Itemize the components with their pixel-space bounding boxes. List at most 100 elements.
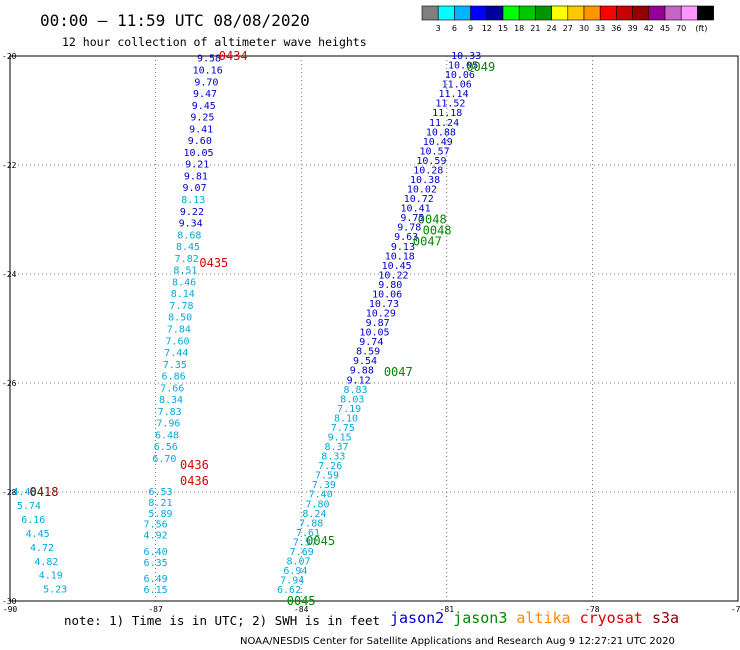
jason3-time-label: 0048: [423, 223, 452, 237]
colorbar-label: 39: [628, 24, 638, 33]
cryosat-value: 6.70: [152, 454, 176, 465]
chart-title: 00:00 — 11:59 UTC 08/08/2020: [40, 11, 310, 30]
x-tick-label: -75: [731, 605, 740, 614]
colorbar-swatch: [454, 5, 471, 21]
colorbar-swatch: [502, 5, 520, 21]
s3a-value: 4.19: [39, 571, 63, 582]
cryosat-value: 9.70: [194, 77, 218, 88]
cryosat-value: 9.07: [183, 183, 207, 194]
cryosat-value: 8.13: [181, 195, 205, 206]
jason3-value: 7.57: [293, 537, 317, 548]
y-tick-label: -22: [2, 161, 17, 170]
x-tick-label: -90: [3, 605, 18, 614]
axis-ticks: -90 -87 -84 -81 -78 -75 -20 -22 -24 -26 -28 -30: [2, 52, 740, 614]
colorbar-swatch: [632, 5, 650, 21]
plot-area: [9, 55, 739, 602]
jason3-time-label: 0049: [466, 60, 495, 74]
jason3-value: 10.72: [404, 194, 434, 205]
s3a-value: 4.72: [30, 543, 54, 554]
colorbar-label: 42: [644, 24, 654, 33]
colorbar-swatch: [583, 5, 601, 21]
jason3-value: 8.37: [324, 442, 348, 453]
colorbar-swatch: [421, 5, 439, 21]
cryosat-value: 9.22: [180, 207, 204, 218]
cryosat-value: 9.41: [189, 124, 213, 135]
jason3-value: 8.24: [302, 509, 326, 520]
jason3-value: 9.12: [347, 375, 371, 386]
jason3-value: 10.88: [426, 127, 456, 138]
jason3-value: 11.14: [439, 89, 469, 100]
jason3-value: 10.41: [401, 204, 431, 215]
jason3-value: 10.05: [359, 328, 389, 339]
colorbar-swatch: [437, 5, 455, 21]
jason2-value: 5.89: [148, 509, 172, 520]
jason3-value: 10.45: [382, 261, 412, 272]
x-tick-label: -81: [440, 605, 455, 614]
colorbar-label: 30: [579, 24, 589, 33]
y-tick-label: -24: [2, 270, 17, 279]
jason3-value: 9.15: [328, 433, 352, 444]
cryosat-value: 7.83: [158, 407, 182, 418]
jason3-value: 11.24: [429, 118, 459, 129]
jason3-value: 10.73: [369, 299, 399, 310]
jason3-value: 10.06: [372, 289, 402, 300]
colorbar-label: 45: [660, 24, 670, 33]
y-tick-label: -28: [2, 488, 17, 497]
x-tick-label: -87: [148, 605, 163, 614]
jason3-value: 10.38: [410, 175, 440, 186]
jason3-value: 10.59: [416, 156, 446, 167]
cryosat-value: 9.34: [179, 219, 203, 230]
cryosat-value: 10.16: [193, 65, 223, 76]
cryosat-value: 7.60: [165, 336, 189, 347]
s3a-value: 4.45: [26, 529, 50, 540]
legend-entry: altika: [516, 609, 570, 627]
colorbar-swatch: [535, 5, 552, 21]
colorbar-label: 9: [468, 24, 473, 33]
x-tick-label: -78: [585, 605, 600, 614]
jason2-value: 8.21: [148, 498, 172, 509]
jason3-value: 8.03: [340, 394, 364, 405]
jason3-value: 7.94: [280, 576, 304, 587]
jason3-value: 7.88: [299, 518, 323, 529]
legend-entry: jason2: [390, 609, 444, 627]
jason3-value: 9.78: [397, 223, 421, 234]
jason3-value: 6.94: [283, 566, 307, 577]
jason3-time-label: 0047: [384, 365, 413, 379]
jason3-time-label: 0047: [413, 234, 442, 248]
colorbar-label: 27: [563, 24, 573, 33]
y-tick-label: -20: [2, 52, 17, 61]
grid-lines: [10, 56, 738, 601]
chart-subtitle: 12 hour collection of altimeter wave hei…: [62, 35, 367, 49]
plot-frame: [9, 55, 739, 602]
cryosat-value: 8.50: [168, 313, 192, 324]
jason3-value: 10.33: [451, 51, 481, 62]
colorbar-swatch: [648, 5, 666, 21]
jason3-value: 8.10: [334, 413, 358, 424]
jason2-value: 4.92: [144, 531, 168, 542]
cryosat-time-label: 0435: [199, 256, 228, 270]
cryosat-value: 7.66: [160, 383, 184, 394]
jason3-value: 10.28: [413, 165, 443, 176]
colorbar-label: 33: [595, 24, 605, 33]
cryosat-value: 6.48: [155, 430, 179, 441]
cryosat-value: 8.46: [172, 277, 196, 288]
legend-entry: cryosat: [580, 609, 643, 627]
jason3-value: 7.19: [337, 404, 361, 415]
s3a-value: 5.74: [17, 501, 41, 512]
cryosat-value: 8.68: [177, 230, 201, 241]
cryosat-value: 8.45: [176, 242, 200, 253]
footnote: note: 1) Time is in UTC; 2) SWH is in fe…: [64, 613, 380, 628]
jason3-value: 10.06: [445, 70, 475, 81]
jason3-value: 6.62: [277, 585, 301, 596]
jason3-value: 7.59: [315, 471, 339, 482]
colorbar-swatch: [599, 5, 617, 21]
colorbar-swatch: [486, 5, 504, 21]
colorbar-swatch: [697, 5, 714, 21]
jason3-value: 11.52: [435, 99, 465, 110]
jason3-value: 8.83: [343, 385, 367, 396]
jason3-value: 9.13: [391, 242, 415, 253]
jason3-value: 7.61: [296, 528, 320, 539]
s3a-time-label: 0418: [30, 485, 59, 499]
s3a-value: 4.48: [13, 487, 37, 498]
